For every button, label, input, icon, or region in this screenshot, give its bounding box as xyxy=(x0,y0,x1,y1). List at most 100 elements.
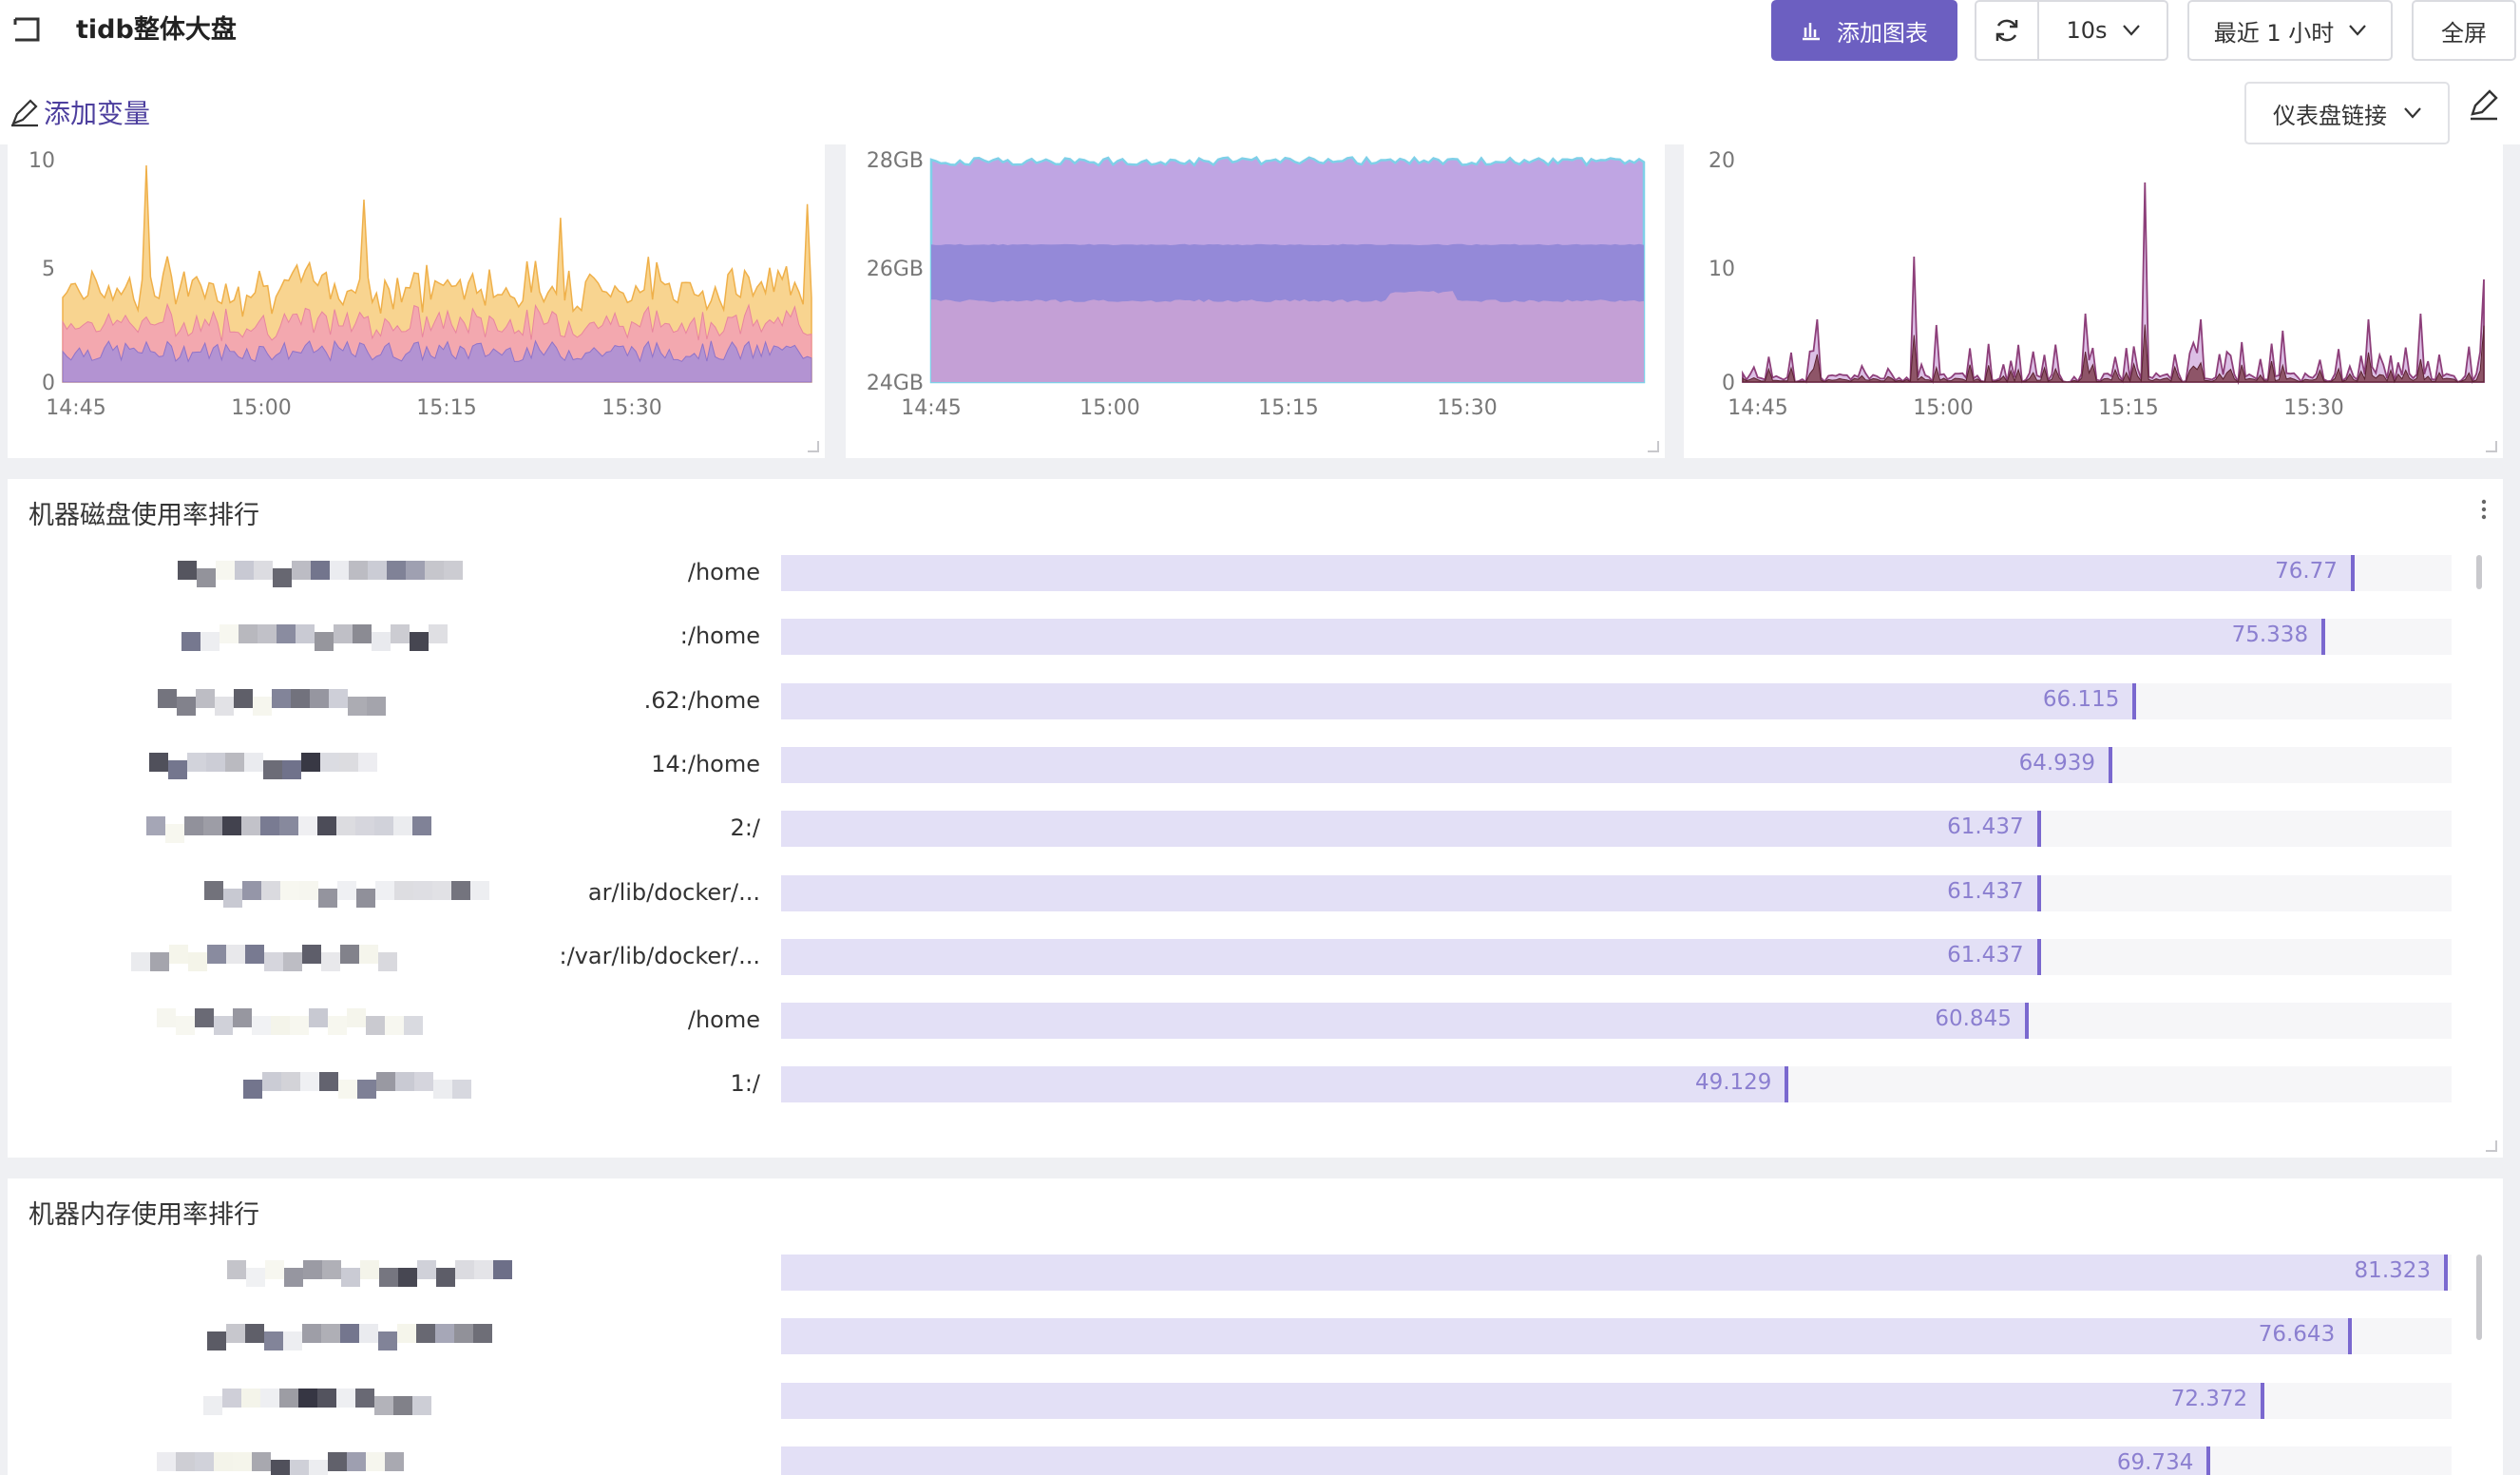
rank-label: .62:/home xyxy=(643,686,760,714)
x-tick-label: 15:00 xyxy=(231,396,291,420)
y-tick-label: 10 xyxy=(1709,258,1735,281)
resize-handle[interactable] xyxy=(1648,441,1659,452)
usage-bar-marker xyxy=(2036,938,2041,975)
rank-row[interactable]: /home 60.845 xyxy=(8,1003,2478,1040)
series-area-2 xyxy=(1742,324,2485,384)
back-icon[interactable] xyxy=(11,13,44,46)
add-chart-button[interactable]: 添加图表 xyxy=(1771,0,1957,61)
time-range-select[interactable]: 最近 1 小时 xyxy=(2187,0,2393,61)
memory-usage-panel: 机器内存使用率排行 81.323 76.643 72.372 69.734 xyxy=(8,1178,2503,1475)
usage-value: 75.338 xyxy=(2231,623,2309,648)
disk-usage-panel: 机器磁盘使用率排行 /home 76.77 :/home 75.338 .62:/hom… xyxy=(8,479,2503,1158)
rank-row[interactable]: 2:/ 61.437 xyxy=(8,811,2478,848)
obscured-host-label xyxy=(131,939,397,975)
dashboard-header: tidb整体大盘 添加图表 10s 最近 1 小时 全屏 xyxy=(0,0,2520,63)
axes: 10 5 014:45 15:00 15:15 15:30 xyxy=(29,149,662,420)
refresh-button[interactable] xyxy=(1975,0,2039,61)
usage-bar-marker xyxy=(2261,1382,2265,1419)
usage-bar-fill xyxy=(781,1382,2263,1419)
rank-row[interactable]: 72.372 xyxy=(8,1382,2478,1419)
usage-value: 72.372 xyxy=(2170,1386,2248,1411)
x-tick-label: 15:30 xyxy=(1437,396,1497,420)
rank-row[interactable]: 81.323 xyxy=(8,1255,2478,1291)
more-vertical-icon[interactable] xyxy=(2465,490,2503,528)
usage-bar-marker xyxy=(2132,682,2137,719)
usage-bar-fill xyxy=(781,1446,2209,1475)
obscured-host-label xyxy=(149,747,377,783)
rank-label: /home xyxy=(687,559,760,585)
usage-bar-marker xyxy=(2348,1318,2353,1355)
y-tick-label: 26GB xyxy=(867,258,924,281)
usage-bar-fill xyxy=(781,746,2111,783)
resize-handle[interactable] xyxy=(2486,1140,2497,1152)
x-tick-label: 15:00 xyxy=(1913,396,1973,420)
usage-bar-marker xyxy=(2109,746,2113,783)
usage-bar-fill xyxy=(781,811,2039,848)
time-range-value: 最近 1 小时 xyxy=(2213,19,2335,47)
refresh-icon xyxy=(1995,19,2018,42)
usage-bar-fill xyxy=(781,1318,2351,1355)
chevron-down-icon xyxy=(2349,25,2367,36)
usage-value: 60.845 xyxy=(1935,1006,2012,1032)
usage-value: 66.115 xyxy=(2042,686,2120,712)
usage-bar-marker xyxy=(2036,811,2041,848)
x-tick-label: 15:00 xyxy=(1079,396,1139,420)
obscured-host-label xyxy=(158,683,386,719)
usage-bar-fill xyxy=(781,682,2135,719)
usage-bar-fill xyxy=(781,874,2039,911)
panel-title: 机器磁盘使用率排行 xyxy=(29,501,259,530)
rank-row[interactable]: .62:/home 66.115 xyxy=(8,682,2478,719)
usage-bar-marker xyxy=(2024,1003,2029,1040)
pencil-icon xyxy=(11,99,38,127)
chart-panel-2: 28GB 26GB 24GB 14:45 15:00 15:15 15:30 xyxy=(846,144,1665,458)
obscured-host-label xyxy=(243,1066,471,1102)
rank-label: 14:/home xyxy=(651,750,760,777)
rank-row[interactable]: ar/lib/docker/... 61.437 xyxy=(8,874,2478,911)
pencil-icon[interactable] xyxy=(2467,87,2501,122)
rank-row[interactable]: 14:/home 64.939 xyxy=(8,746,2478,783)
usage-bar-track: 61.437 xyxy=(781,811,2452,848)
refresh-interval-select[interactable]: 10s xyxy=(2037,0,2168,61)
rank-row[interactable]: :/var/lib/docker/... 61.437 xyxy=(8,938,2478,975)
rank-label: ar/lib/docker/... xyxy=(587,878,760,906)
usage-value: 64.939 xyxy=(2018,750,2096,776)
rank-row[interactable]: /home 76.77 xyxy=(8,555,2478,591)
page-title: tidb整体大盘 xyxy=(76,15,237,45)
x-tick-label: 15:30 xyxy=(2283,396,2343,420)
series-area-3 xyxy=(62,339,812,383)
rank-row[interactable]: 69.734 xyxy=(8,1446,2478,1475)
usage-value: 61.437 xyxy=(1947,878,2024,904)
obscured-host-label xyxy=(178,555,463,591)
obscured-host-label xyxy=(203,1383,431,1419)
y-tick-label: 10 xyxy=(29,149,55,173)
scrollbar[interactable] xyxy=(2476,1255,2482,1340)
usage-bar-fill xyxy=(781,555,2353,591)
usage-bar-fill xyxy=(781,619,2324,656)
usage-value: 61.437 xyxy=(1947,814,2024,840)
fullscreen-button[interactable]: 全屏 xyxy=(2412,0,2516,61)
scrollbar[interactable] xyxy=(2476,555,2482,589)
rank-row[interactable]: 76.643 xyxy=(8,1318,2478,1355)
add-variable-button[interactable]: 添加变量 xyxy=(10,93,150,131)
axes: 20 10 014:45 15:00 15:15 15:30 xyxy=(1709,149,2344,420)
usage-bar-track: 72.372 xyxy=(781,1382,2452,1419)
y-tick-label: 5 xyxy=(42,258,55,281)
resize-handle[interactable] xyxy=(808,441,819,452)
usage-bar-track: 66.115 xyxy=(781,682,2452,719)
x-tick-label: 15:15 xyxy=(416,396,476,420)
usage-bar-marker xyxy=(2350,555,2355,591)
x-tick-label: 15:30 xyxy=(601,396,661,420)
rank-row[interactable]: :/home 75.338 xyxy=(8,619,2478,656)
variables-bar: 添加变量 仪表盘链接 xyxy=(0,63,2520,144)
obscured-host-label xyxy=(204,875,489,911)
usage-value: 69.734 xyxy=(2116,1449,2194,1475)
chevron-down-icon xyxy=(2122,25,2140,36)
rank-row[interactable]: 1:/ 49.129 xyxy=(8,1066,2478,1103)
chevron-down-icon xyxy=(2404,107,2421,119)
dashboard-link-select[interactable]: 仪表盘链接 xyxy=(2244,82,2450,144)
usage-bar-track: 61.437 xyxy=(781,874,2452,911)
x-tick-label: 14:45 xyxy=(901,396,961,420)
usage-bar-fill xyxy=(781,1003,2027,1040)
resize-handle[interactable] xyxy=(2486,441,2497,452)
